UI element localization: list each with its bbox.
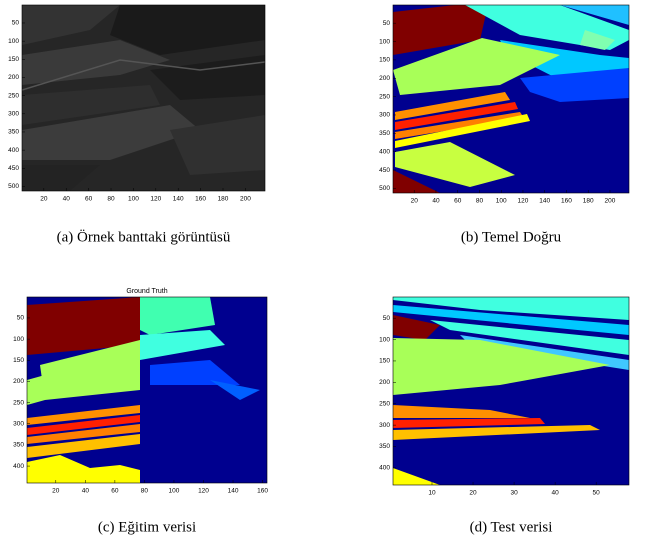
x-tick-label: 60: [85, 196, 93, 203]
panel-caption: (d) Test verisi: [470, 519, 553, 535]
y-tick-label: 50: [383, 20, 391, 27]
x-tick-label: 20: [52, 488, 60, 495]
x-tick-label: 80: [476, 198, 484, 205]
x-tick-label: 200: [240, 196, 251, 203]
x-tick-label: 160: [195, 196, 206, 203]
y-tick-label: 150: [8, 56, 19, 63]
ground-truth-map: [393, 5, 629, 193]
x-tick-label: 200: [605, 198, 616, 205]
y-tick-label: 300: [13, 420, 24, 427]
x-tick-label: 120: [518, 198, 529, 205]
x-tick-label: 40: [82, 488, 90, 495]
x-tick-label: 60: [111, 488, 119, 495]
x-tick-label: 40: [552, 490, 560, 497]
x-tick-label: 30: [510, 490, 518, 497]
y-tick-label: 450: [8, 165, 19, 172]
y-tick-label: 150: [379, 358, 390, 365]
x-tick-label: 20: [411, 198, 419, 205]
x-tick-label: 10: [428, 490, 436, 497]
x-tick-label: 120: [150, 196, 161, 203]
x-tick-label: 120: [198, 488, 209, 495]
y-tick-label: 200: [379, 379, 390, 386]
x-tick-label: 80: [107, 196, 115, 203]
band-image: [22, 5, 265, 191]
y-tick-label: 100: [379, 336, 390, 343]
x-tick-label: 100: [496, 198, 507, 205]
y-tick-label: 250: [379, 93, 390, 100]
x-tick-label: 80: [141, 488, 149, 495]
y-tick-label: 200: [8, 74, 19, 81]
x-tick-label: 20: [40, 196, 48, 203]
x-tick-label: 100: [169, 488, 180, 495]
x-tick-label: 180: [583, 198, 594, 205]
y-tick-label: 400: [13, 463, 24, 470]
y-tick-label: 500: [379, 185, 390, 192]
x-tick-label: 140: [173, 196, 184, 203]
y-tick-label: 50: [17, 315, 25, 322]
y-tick-label: 250: [8, 92, 19, 99]
y-tick-label: 450: [379, 167, 390, 174]
x-tick-label: 60: [454, 198, 462, 205]
y-tick-label: 200: [379, 75, 390, 82]
x-tick-label: 160: [257, 488, 268, 495]
y-tick-label: 250: [13, 399, 24, 406]
y-tick-label: 300: [379, 422, 390, 429]
y-tick-label: 350: [379, 443, 390, 450]
y-tick-label: 400: [379, 465, 390, 472]
panel-title: Ground Truth: [126, 288, 167, 295]
y-tick-label: 150: [379, 57, 390, 64]
x-tick-label: 100: [128, 196, 139, 203]
y-tick-label: 400: [8, 147, 19, 154]
y-tick-label: 100: [13, 336, 24, 343]
y-tick-label: 100: [379, 38, 390, 45]
y-tick-label: 300: [379, 112, 390, 119]
figure: 20 40 60 80 100 120 140 160 180 200 50 100 150 200 250…: [0, 0, 646, 546]
y-tick-label: 200: [13, 378, 24, 385]
y-tick-label: 350: [8, 129, 19, 136]
y-tick-label: 250: [379, 400, 390, 407]
y-tick-label: 350: [13, 442, 24, 449]
y-tick-label: 350: [379, 130, 390, 137]
x-tick-label: 50: [593, 490, 601, 497]
x-tick-label: 140: [539, 198, 550, 205]
panel-caption: (a) Örnek banttaki görüntüsü: [57, 228, 231, 245]
y-tick-label: 100: [8, 38, 19, 45]
x-tick-label: 40: [63, 196, 71, 203]
y-tick-label: 50: [12, 20, 20, 27]
x-tick-label: 40: [432, 198, 440, 205]
y-tick-label: 300: [8, 111, 19, 118]
training-map: [27, 297, 267, 483]
x-tick-label: 160: [561, 198, 572, 205]
panel-caption: (c) Eğitim verisi: [98, 519, 196, 535]
panel-caption: (b) Temel Doğru: [461, 229, 562, 245]
x-tick-label: 20: [469, 490, 477, 497]
x-tick-label: 140: [228, 488, 239, 495]
test-map: [393, 297, 629, 485]
y-tick-label: 500: [8, 183, 19, 190]
y-tick-label: 50: [383, 315, 391, 322]
y-tick-label: 400: [379, 148, 390, 155]
y-tick-label: 150: [13, 357, 24, 364]
x-tick-label: 180: [218, 196, 229, 203]
